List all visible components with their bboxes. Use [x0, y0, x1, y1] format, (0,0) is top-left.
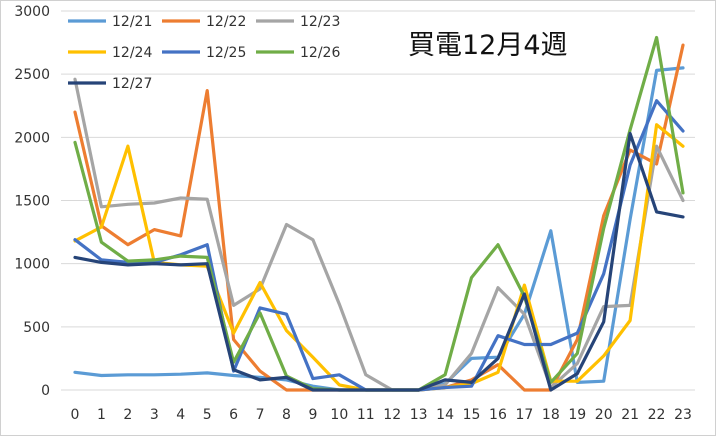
x-tick-label: 1 — [97, 407, 106, 423]
x-tick-label: 13 — [410, 407, 428, 423]
legend-label: 12/27 — [112, 76, 152, 92]
x-tick-label: 6 — [229, 407, 238, 423]
x-tick-label: 16 — [489, 407, 507, 423]
x-tick-label: 14 — [436, 407, 454, 423]
series-lines — [73, 35, 685, 392]
series-line-2 — [73, 77, 685, 392]
x-axis-ticks: 0 1 2 3 4 5 6 7 8 9 10 11 12 13 14 15 16 17 18 19 20 21 22 23 — [71, 407, 692, 423]
y-axis-ticks: 0 500 1000 1500 2000 2500 3000 — [14, 4, 50, 399]
y-tick-label: 1000 — [14, 257, 50, 273]
y-tick-label: 500 — [23, 320, 50, 336]
x-tick-label: 15 — [463, 407, 481, 423]
legend-label: 12/21 — [112, 14, 152, 30]
x-tick-label: 4 — [176, 407, 185, 423]
series-line-1 — [73, 43, 685, 392]
x-tick-label: 7 — [256, 407, 265, 423]
legend-label: 12/26 — [300, 45, 340, 61]
x-tick-label: 23 — [674, 407, 692, 423]
series-line-5 — [73, 35, 685, 392]
legend-label: 12/23 — [300, 14, 340, 30]
y-tick-label: 0 — [41, 383, 50, 399]
x-tick-label: 22 — [648, 407, 666, 423]
x-tick-label: 12 — [383, 407, 401, 423]
x-tick-label: 8 — [282, 407, 291, 423]
x-tick-label: 9 — [308, 407, 317, 423]
x-tick-label: 19 — [568, 407, 586, 423]
y-tick-label: 1500 — [14, 194, 50, 210]
y-tick-label: 2500 — [14, 67, 50, 83]
x-tick-label: 17 — [515, 407, 533, 423]
x-tick-label: 21 — [621, 407, 639, 423]
x-tick-label: 10 — [330, 407, 348, 423]
legend: 12/21 12/22 12/23 12/24 12/25 12/26 12/27 — [68, 14, 340, 92]
x-tick-label: 18 — [542, 407, 560, 423]
x-tick-label: 5 — [203, 407, 212, 423]
legend-label: 12/22 — [206, 14, 246, 30]
chart-title: 買電12月4週 — [408, 30, 568, 61]
x-tick-label: 3 — [150, 407, 159, 423]
y-tick-label: 3000 — [14, 4, 50, 20]
series-line-6 — [73, 131, 685, 392]
x-tick-label: 11 — [357, 407, 375, 423]
y-tick-label: 2000 — [14, 130, 50, 146]
x-tick-label: 0 — [71, 407, 80, 423]
legend-label: 12/25 — [206, 45, 246, 61]
x-tick-label: 20 — [595, 407, 613, 423]
legend-label: 12/24 — [112, 45, 152, 61]
gridlines — [61, 10, 695, 391]
x-tick-label: 2 — [123, 407, 132, 423]
